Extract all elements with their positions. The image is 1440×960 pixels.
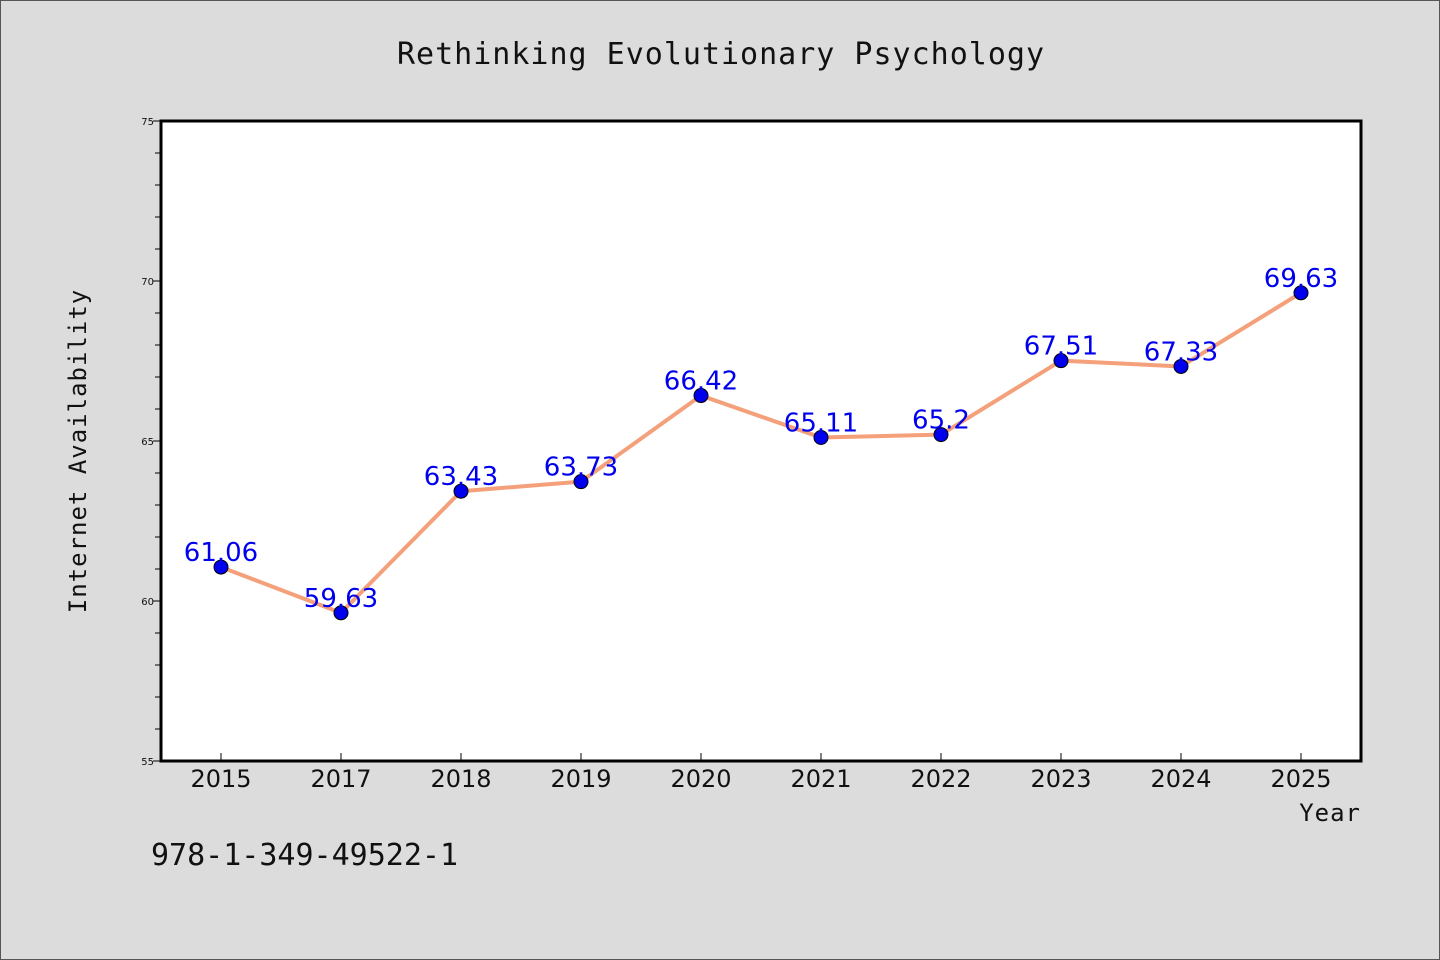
data-label: 67.33 xyxy=(1144,337,1218,367)
data-label: 59.63 xyxy=(304,584,378,614)
x-tick-label: 2015 xyxy=(190,765,251,793)
data-label: 61.06 xyxy=(184,538,258,568)
series-layer: 61.06 59.63 63.43 63.73 66.42 65.11 65.2 67.51 6… xyxy=(184,264,1338,621)
plot-frame xyxy=(159,119,1363,763)
x-tick-label: 2024 xyxy=(1150,765,1211,793)
data-label: 67.51 xyxy=(1024,332,1098,362)
x-tick-label: 2021 xyxy=(790,765,851,793)
x-tick-label: 2020 xyxy=(670,765,731,793)
y-tick-label: 55 xyxy=(141,757,154,768)
data-point xyxy=(1293,285,1309,301)
data-label: 69.63 xyxy=(1264,264,1338,294)
chart-title: Rethinking Evolutionary Psychology xyxy=(397,37,1045,72)
data-point xyxy=(1053,353,1069,369)
x-tick-label: 2017 xyxy=(310,765,371,793)
data-point xyxy=(933,427,949,443)
data-label: 65.11 xyxy=(784,408,858,438)
x-tick-label: 2025 xyxy=(1270,765,1331,793)
data-point xyxy=(1173,358,1189,374)
x-axis-ticks: 2015 2017 2018 2019 2020 2021 2022 2023 2024 2025 xyxy=(190,753,1332,793)
data-label: 65.2 xyxy=(912,406,970,436)
x-tick-label: 2018 xyxy=(430,765,491,793)
data-point xyxy=(213,559,229,575)
y-axis-label: Internet Availability xyxy=(64,289,92,613)
data-point xyxy=(693,388,709,404)
y-tick-label: 65 xyxy=(141,437,154,448)
x-tick-label: 2022 xyxy=(910,765,971,793)
isbn-label: 978-1-349-49522-1 xyxy=(151,838,458,873)
data-label: 63.43 xyxy=(424,462,498,492)
plot-area xyxy=(161,121,1361,761)
y-tick-label: 75 xyxy=(141,117,154,128)
y-axis-ticks: 55 60 65 70 75 xyxy=(141,117,161,768)
data-label: 63.73 xyxy=(544,453,618,483)
x-tick-label: 2019 xyxy=(550,765,611,793)
data-point xyxy=(813,429,829,445)
x-tick-label: 2023 xyxy=(1030,765,1091,793)
data-point xyxy=(573,474,589,490)
series-line xyxy=(219,290,1303,615)
y-tick-label: 70 xyxy=(141,277,154,288)
data-point xyxy=(333,605,349,621)
y-tick-label: 60 xyxy=(141,597,154,608)
x-axis-label: Year xyxy=(1299,799,1361,827)
data-label: 66.42 xyxy=(664,367,738,397)
data-point xyxy=(453,483,469,499)
